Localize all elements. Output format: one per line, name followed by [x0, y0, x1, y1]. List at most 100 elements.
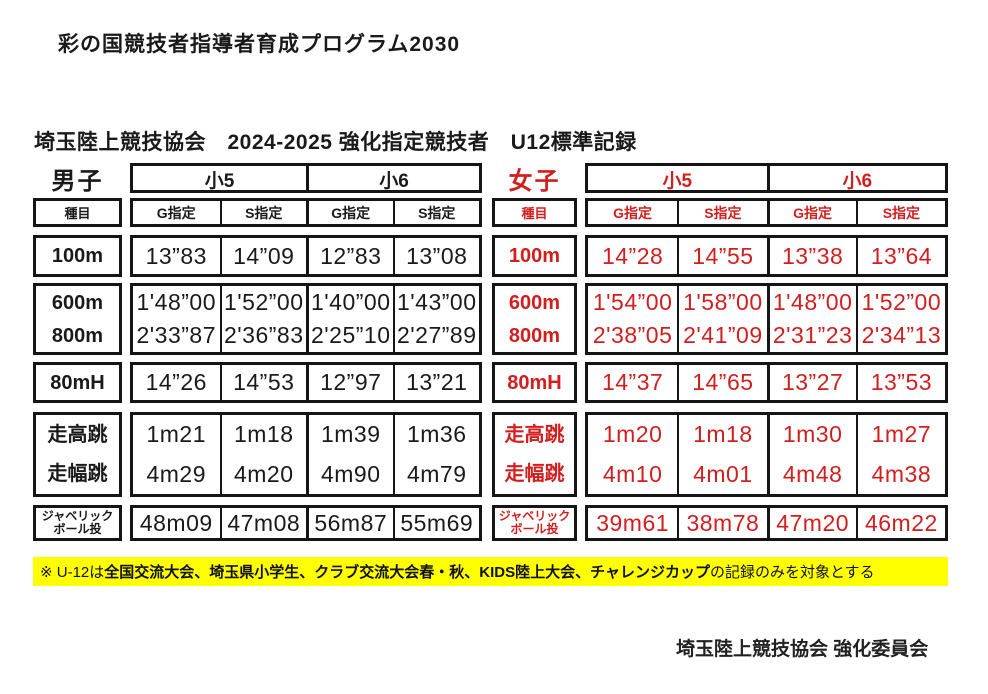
note-prefix: ※ U-12は — [40, 564, 105, 581]
record-value: 1'43”00 — [392, 286, 480, 319]
record-value: 38m78 — [677, 508, 766, 538]
girls-spec-header-box: G指定 S指定 G指定 S指定 — [585, 198, 948, 227]
record-value: 2'33”87 — [136, 322, 216, 348]
event-label: 80mH — [50, 371, 105, 394]
boys-grade-header-box: 小5 小6 — [130, 163, 482, 193]
record-value: 1m27 — [855, 415, 945, 455]
event-label: 走幅跳 — [47, 463, 108, 486]
record-value: 1'48”00 — [136, 289, 216, 315]
boys-spec-g6-g: G指定 — [306, 201, 393, 224]
page-subtitle: 埼玉陸上競技協会 2024-2025 強化指定競技者 U12標準記録 — [34, 131, 637, 154]
committee-footer: 埼玉陸上競技協会 強化委員会 — [676, 639, 929, 660]
girls-table: 女子 小5 小6 種目 G指定 S指定 G指定 S指定 100m — [492, 163, 948, 541]
boys-spec-g5-s: S指定 — [219, 201, 307, 224]
event-label: 走高跳 — [504, 423, 565, 446]
record-value: 14”28 — [601, 242, 664, 269]
record-value: 4m29 — [146, 460, 207, 487]
record-value: 4m20 — [219, 454, 307, 494]
girls-grade-header-box: 小5 小6 — [585, 163, 948, 193]
record-value: 4m01 — [677, 454, 766, 494]
record-value: 12”83 — [306, 238, 393, 274]
record-value: 2'38”05 — [592, 322, 673, 348]
record-value: 13”27 — [766, 365, 856, 400]
record-value: 13”53 — [855, 365, 945, 400]
record-value: 14”55 — [677, 238, 766, 274]
boys-group-600-800: 600m 800m 1'48”00 1'52”00 1'40”00 1'43”0… — [33, 283, 482, 355]
record-value: 2'31”23 — [766, 319, 856, 352]
record-value: 14”09 — [219, 238, 307, 274]
girls-group-jumps: 走高跳 走幅跳 1m20 1m18 1m30 1m27 4m10 4m01 4m… — [492, 412, 948, 497]
event-label: 600m — [508, 291, 561, 314]
record-value: 14”53 — [219, 365, 307, 400]
boys-spec-g5-g: G指定 — [156, 204, 196, 221]
girls-grade-header-row: 女子 小5 小6 — [492, 163, 948, 195]
record-value: 13”83 — [145, 242, 207, 269]
record-value: 2'34”13 — [855, 319, 945, 352]
girls-spec-g6-g: G指定 — [766, 201, 856, 224]
record-value: 2'36”83 — [219, 319, 307, 352]
girls-group-600-800: 600m 800m 1'54”00 1'58”00 1'48”00 1'52”0… — [492, 283, 948, 355]
record-value: 56m87 — [306, 508, 393, 538]
record-value: 2'25”10 — [306, 319, 393, 352]
record-value: 13”21 — [392, 365, 480, 400]
record-value: 1m39 — [306, 415, 393, 455]
event-label: 走高跳 — [47, 423, 108, 446]
eligibility-note: ※ U-12は 全国交流大会、埼玉県小学生、クラブ交流大会春・秋、KIDS陸上大会… — [33, 557, 948, 586]
girls-grade-6: 小6 — [766, 166, 946, 193]
record-value: 48m09 — [139, 509, 213, 536]
record-value: 13”38 — [766, 238, 856, 274]
record-value: 14”26 — [145, 369, 207, 395]
event-label: ジャベリック ボール投 — [498, 508, 571, 536]
girls-grade-5: 小5 — [662, 171, 693, 192]
event-label: 800m — [51, 324, 104, 347]
record-value: 1'48”00 — [766, 286, 856, 319]
boys-grade-5: 小5 — [204, 171, 235, 192]
event-label: 800m — [508, 324, 561, 347]
record-value: 39m61 — [596, 509, 670, 536]
record-value: 47m20 — [766, 508, 856, 538]
record-value: 1m36 — [392, 415, 480, 455]
boys-event-header: 種目 — [33, 198, 122, 227]
record-value: 1m18 — [219, 415, 307, 455]
record-value: 4m79 — [392, 454, 480, 494]
event-label: 100m — [508, 245, 561, 267]
record-value: 4m48 — [766, 454, 856, 494]
event-label: ジャベリック ボール投 — [41, 508, 114, 536]
record-value: 47m08 — [219, 508, 307, 538]
boys-spec-g6-s: S指定 — [392, 201, 480, 224]
boys-spec-header-box: G指定 S指定 G指定 S指定 — [130, 198, 482, 227]
event-label: 走幅跳 — [504, 463, 565, 486]
record-value: 2'41”09 — [677, 319, 766, 352]
boys-spec-header-row: 種目 G指定 S指定 G指定 S指定 — [33, 198, 482, 227]
record-value: 1m30 — [766, 415, 856, 455]
event-label: 80mH — [507, 371, 562, 394]
girls-group-80mh: 80mH 14”37 14”65 13”27 13”53 — [492, 362, 948, 403]
girls-spec-g5-s: S指定 — [677, 201, 766, 224]
event-label: 100m — [51, 245, 104, 267]
record-value: 14”37 — [601, 369, 664, 395]
record-value: 4m10 — [602, 460, 663, 487]
record-value: 14”65 — [677, 365, 766, 400]
record-value: 1m20 — [602, 421, 663, 448]
boys-group-100m: 100m 13”83 14”09 12”83 13”08 — [33, 235, 482, 277]
boys-group-javelin: ジャベリック ボール投 48m09 47m08 56m87 55m69 — [33, 505, 482, 541]
girls-group-javelin: ジャベリック ボール投 39m61 38m78 47m20 46m22 — [492, 505, 948, 541]
boys-grade-6: 小6 — [306, 166, 479, 193]
record-value: 4m90 — [306, 454, 393, 494]
note-suffix: の記録のみを対象とする — [709, 564, 875, 581]
record-value: 1'54”00 — [592, 289, 673, 315]
girls-group-100m: 100m 14”28 14”55 13”38 13”64 — [492, 235, 948, 277]
record-value: 13”64 — [855, 238, 945, 274]
event-label: 600m — [51, 291, 104, 314]
girls-spec-g6-s: S指定 — [855, 201, 945, 224]
boys-group-80mh: 80mH 14”26 14”53 12”97 13”21 — [33, 362, 482, 403]
record-value: 46m22 — [855, 508, 945, 538]
record-value: 2'27”89 — [392, 319, 480, 352]
girls-gender-label: 女子 — [508, 167, 561, 195]
record-value: 1'40”00 — [306, 286, 393, 319]
record-value: 4m38 — [855, 454, 945, 494]
boys-gender-label: 男子 — [51, 167, 104, 195]
record-value: 13”08 — [392, 238, 480, 274]
record-value: 55m69 — [392, 508, 480, 538]
